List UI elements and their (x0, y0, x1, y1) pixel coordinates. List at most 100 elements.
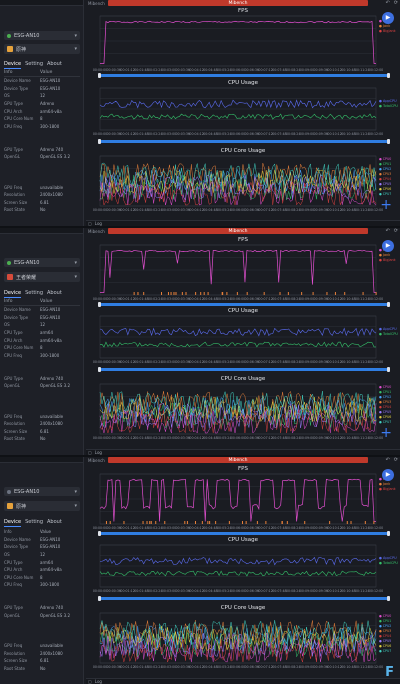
add-button[interactable]: + (380, 198, 392, 212)
bottom-bar: ▢ Log (86, 220, 400, 226)
info-row (4, 634, 80, 642)
play-button[interactable]: ▶ (382, 240, 394, 252)
tab-setting[interactable]: Setting (25, 290, 44, 296)
cpu-scrollbar[interactable] (98, 596, 390, 601)
device-selector[interactable]: ESG-AN10 ▾ (4, 31, 80, 40)
info-value: Adreno (40, 101, 55, 107)
core-chart-title: CPU Core Usage (220, 376, 266, 382)
info-key: Device Name (4, 78, 31, 84)
tab-setting[interactable]: Setting (25, 519, 44, 525)
app-selector[interactable]: 王者荣耀 ▾ (4, 272, 80, 282)
info-value: Value (40, 529, 51, 535)
chevron-down-icon: ▾ (74, 503, 77, 509)
log-icon[interactable]: ▢ (88, 679, 92, 684)
info-row: OS 12 (4, 92, 80, 100)
x-tick-label: 00:00:00 (93, 208, 107, 212)
tab-about[interactable]: About (47, 61, 62, 67)
fps-plot[interactable]: 00:00:00 00:00:36 00:01:12 00:01:48 00:02:24… (86, 237, 400, 303)
tab-device[interactable]: Device (4, 519, 22, 527)
log-icon[interactable]: ▢ (88, 221, 92, 226)
tab-about[interactable]: About (47, 519, 62, 525)
refresh-icon[interactable]: ⟳ (393, 457, 398, 463)
session-tab[interactable]: Mibench (108, 0, 368, 6)
info-value: 2400x1080 (40, 650, 63, 656)
cpu-plot[interactable]: 00:00:00 00:00:36 00:01:12 00:01:48 00:02:24… (86, 80, 400, 138)
info-key: CPU Arch (4, 337, 23, 343)
back-icon[interactable]: ↶ (385, 457, 390, 463)
plus-icon: + (380, 197, 392, 213)
window-title: Mibench (88, 229, 105, 234)
x-tick-label: 00:07:12 (258, 132, 272, 136)
info-row: CPU Core Num 8 (4, 574, 80, 582)
jank-mark (184, 521, 186, 524)
cpu-plot[interactable]: 00:00:00 00:00:36 00:01:12 00:01:48 00:02:24… (86, 308, 400, 366)
log-label[interactable]: Log (94, 221, 102, 226)
session-tab-label: Mibench (228, 0, 248, 6)
tab-device[interactable]: Device (4, 61, 22, 69)
x-tick-label: 00:10:12 (327, 526, 341, 530)
cpu-plot[interactable]: 00:00:00 00:00:36 00:01:12 00:01:48 00:02:24… (86, 537, 400, 595)
cpu-scrollbar[interactable] (98, 139, 390, 144)
x-tick-label: 00:11:24 (355, 132, 369, 136)
x-tick-label: 00:04:12 (189, 589, 203, 593)
info-key: Screen Size (4, 658, 28, 664)
header-value: Value (40, 70, 53, 75)
sidebar: ESG-AN10 ▾ 原神 ▾ Device Setting About Inf… (0, 0, 84, 226)
x-tick-label: 00:10:48 (341, 360, 355, 364)
x-tick-label: 00:07:48 (272, 665, 286, 669)
core-plot[interactable]: 00:00:00 00:00:36 00:01:12 00:01:48 00:02:24… (86, 605, 400, 671)
fps-plot[interactable]: 00:00:00 00:00:36 00:01:12 00:01:48 00:02:24… (86, 8, 400, 74)
tab-about[interactable]: About (47, 290, 62, 296)
device-info-table: Info Value Device Name ESG-AN10 Device Typ… (4, 299, 80, 443)
fps-scrollbar[interactable] (98, 531, 390, 536)
jank-mark (200, 292, 202, 295)
cpu-scrollbar[interactable] (98, 367, 390, 372)
info-key: GPU Type (4, 146, 23, 152)
core-plot[interactable]: 00:00:00 00:00:36 00:01:12 00:01:48 00:02:24… (86, 376, 400, 442)
x-tick-label: 00:00:36 (107, 132, 121, 136)
back-icon[interactable]: ↶ (385, 228, 390, 234)
x-tick-label: 00:08:24 (286, 665, 300, 669)
refresh-icon[interactable]: ⟳ (393, 228, 398, 234)
info-key: GPU Freq (4, 643, 23, 649)
app-selector[interactable]: 原神 ▾ (4, 44, 80, 54)
log-icon[interactable]: ▢ (88, 450, 92, 455)
info-key: Root State (4, 665, 25, 671)
add-button[interactable]: + (380, 426, 392, 440)
fps-plot[interactable]: 00:00:00 00:00:36 00:01:12 00:01:48 00:02:24… (86, 466, 400, 532)
session-tab[interactable]: Mibench (108, 228, 368, 234)
device-selector[interactable]: ESG-AN10 ▾ (4, 487, 80, 496)
play-button[interactable]: ▶ (382, 469, 394, 481)
info-value: 2400x1080 (40, 421, 63, 427)
x-tick-label: 00:05:24 (217, 526, 231, 530)
log-label[interactable]: Log (94, 450, 102, 455)
session-tab[interactable]: Mibench (108, 457, 368, 463)
x-tick-label: 00:01:12 (120, 132, 134, 136)
x-tick-label: 00:09:36 (314, 208, 328, 212)
fps-scrollbar[interactable] (98, 302, 390, 307)
legend-entry: ● CPU7 (379, 192, 391, 196)
x-tick-label: 00:12:00 (369, 68, 383, 72)
core-plot[interactable]: 00:00:00 00:00:36 00:01:12 00:01:48 00:02:24… (86, 148, 400, 214)
x-tick-label: 00:10:12 (327, 297, 341, 301)
device-selector[interactable]: ESG-AN10 ▾ (4, 258, 80, 267)
refresh-icon[interactable]: ⟳ (393, 0, 398, 6)
play-icon: ▶ (385, 14, 391, 21)
legend-entry: ● CPU6 (379, 644, 391, 648)
info-key: Device Name (4, 536, 31, 542)
tab-setting[interactable]: Setting (25, 61, 44, 67)
app-selector[interactable]: 原神 ▾ (4, 501, 80, 511)
fps-scrollbar[interactable] (98, 73, 390, 78)
play-button[interactable]: ▶ (382, 12, 394, 24)
legend-entry: ● Jank (379, 253, 390, 257)
x-tick-label: 00:01:12 (120, 436, 134, 440)
jank-mark (164, 521, 166, 524)
info-key: CPU Core Num (4, 574, 34, 580)
back-icon[interactable]: ↶ (385, 0, 390, 6)
legend-entry: ● CPU0 (379, 385, 391, 389)
chevron-down-icon: ▾ (74, 274, 77, 280)
log-label[interactable]: Log (94, 679, 102, 684)
info-key: GPU Type (4, 605, 23, 611)
tab-device[interactable]: Device (4, 290, 22, 298)
x-tick-label: 00:01:12 (120, 589, 134, 593)
